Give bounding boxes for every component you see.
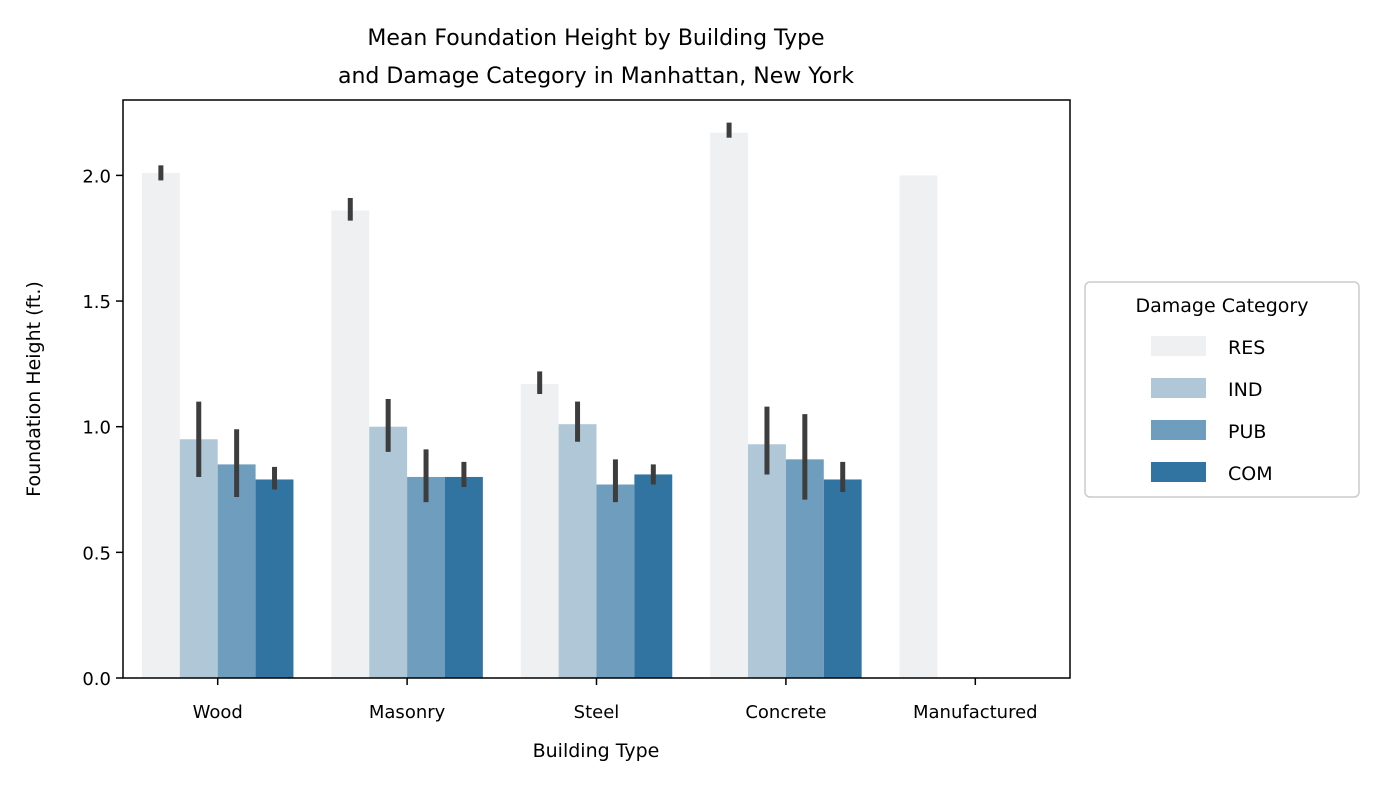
bar-com-steel [634, 474, 673, 678]
bar-com-masonry [444, 476, 483, 678]
y-tick-label: 1.0 [82, 418, 111, 439]
legend-title: Damage Category [1135, 295, 1308, 317]
y-tick-label: 0.0 [82, 669, 111, 690]
y-axis: 0.0 0.5 1.0 1.5 2.0 [82, 166, 123, 690]
bar-pub-masonry [407, 476, 445, 678]
chart-title-line2: and Damage Category in Manhattan, New Yo… [338, 64, 854, 89]
legend-swatch-com [1151, 462, 1206, 482]
x-tick-label: Manufactured [913, 702, 1038, 723]
x-tick-label: Masonry [369, 702, 446, 723]
bar-res-wood [141, 172, 180, 678]
y-tick-label: 0.5 [82, 543, 111, 564]
bar-ind-masonry [369, 426, 408, 678]
legend-swatch-pub [1151, 420, 1206, 440]
bar-res-concrete [710, 132, 749, 679]
bar-com-wood [255, 479, 294, 678]
bar-res-manufactured [899, 175, 938, 679]
bar-ind-wood [179, 439, 218, 678]
legend: Damage Category RES IND PUB COM [1084, 281, 1360, 498]
x-axis: Wood Masonry Steel Concrete Manufactured [193, 678, 1038, 723]
bars-group [141, 132, 938, 679]
legend-label-ind: IND [1228, 379, 1262, 401]
legend-label-pub: PUB [1228, 421, 1266, 443]
legend-swatch-ind [1151, 378, 1206, 398]
y-tick-label: 2.0 [82, 166, 111, 187]
x-tick-label: Steel [574, 702, 620, 723]
x-tick-label: Wood [193, 702, 243, 723]
errorbars-group [158, 122, 846, 503]
bar-pub-wood [217, 464, 256, 678]
bar-res-steel [520, 383, 559, 678]
legend-swatch-res [1151, 336, 1206, 356]
bar-ind-steel [558, 424, 597, 678]
chart-title-line1: Mean Foundation Height by Building Type [367, 26, 824, 51]
bar-pub-steel [596, 484, 635, 678]
legend-label-com: COM [1228, 463, 1273, 485]
y-axis-label: Foundation Height (ft.) [23, 281, 45, 497]
x-tick-label: Concrete [745, 702, 826, 723]
legend-label-res: RES [1228, 337, 1265, 359]
y-tick-label: 1.5 [82, 292, 111, 313]
bar-res-masonry [331, 210, 370, 678]
x-axis-label: Building Type [533, 740, 660, 762]
legend-items: RES IND PUB COM [1151, 336, 1273, 485]
legend-frame [1084, 281, 1360, 498]
bar-ind-concrete [748, 444, 786, 678]
bar-com-concrete [823, 479, 862, 678]
